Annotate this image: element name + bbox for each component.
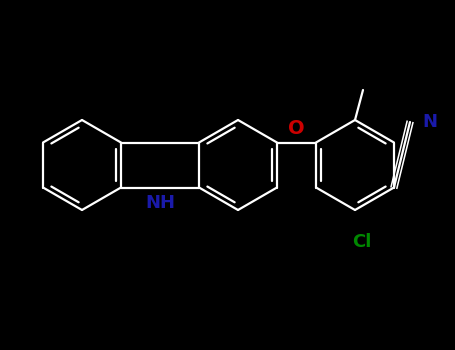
Text: O: O bbox=[288, 119, 305, 138]
Text: NH: NH bbox=[145, 194, 175, 211]
Text: N: N bbox=[423, 113, 438, 131]
Text: Cl: Cl bbox=[352, 233, 372, 251]
